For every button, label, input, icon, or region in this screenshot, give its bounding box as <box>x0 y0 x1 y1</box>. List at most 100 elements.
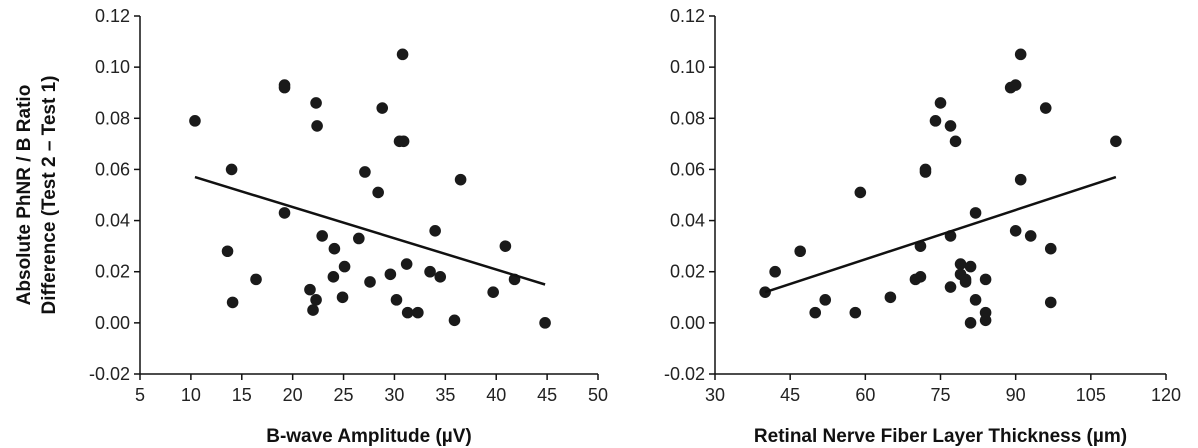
left-data-point <box>225 163 238 176</box>
right-data-point <box>979 273 992 286</box>
right-y-tick-label: 0.10 <box>670 57 705 77</box>
left-data-point <box>390 294 403 306</box>
right-x-tick-label: 30 <box>705 385 725 405</box>
left-x-tick-label: 50 <box>588 385 608 405</box>
right-x-tick-label: 75 <box>930 385 950 405</box>
left-data-point <box>499 240 512 252</box>
left-y-tick-label: 0.12 <box>95 6 130 26</box>
right-data-point <box>1014 48 1027 61</box>
right-y-tick-label: 0.12 <box>670 6 705 26</box>
right-data-point <box>1009 79 1022 91</box>
left-data-point <box>278 207 291 219</box>
right-x-tick-label: 90 <box>1006 385 1026 405</box>
right-data-point <box>954 258 967 270</box>
right-data-point <box>1110 135 1122 148</box>
left-data-point <box>226 296 239 309</box>
right-data-point <box>1014 173 1027 186</box>
right-data-point <box>969 294 982 306</box>
left-data-point <box>311 120 323 132</box>
left-y-tick-label: -0.02 <box>89 364 130 384</box>
left-x-tick-label: 10 <box>181 385 201 405</box>
left-y-tick-label: 0.10 <box>95 57 130 77</box>
right-data-point <box>1044 296 1057 309</box>
left-x-tick-label: 25 <box>334 385 354 405</box>
right-y-tick-label: 0.00 <box>670 313 705 333</box>
left-data-point <box>328 242 341 255</box>
right-y-tick-label: -0.02 <box>664 364 705 384</box>
right-data-point <box>769 265 781 278</box>
left-data-point <box>189 115 201 127</box>
left-data-point <box>310 294 322 306</box>
left-data-point <box>307 304 319 316</box>
left-trendline-group <box>194 175 546 286</box>
left-data-point <box>316 230 328 242</box>
left-y-axis-title-line1: Absolute PhNR / B Ratio <box>14 85 35 306</box>
right-trendline <box>764 175 1117 294</box>
right-x-tick-label: 45 <box>780 385 800 405</box>
right-data-point <box>929 115 942 127</box>
left-data-point <box>539 317 551 329</box>
left-data-point <box>353 232 365 245</box>
right-data-point <box>794 245 806 258</box>
right-data-point <box>949 135 962 148</box>
left-data-point <box>278 81 291 94</box>
right-x-tick-label: 105 <box>1076 385 1106 405</box>
right-data-point <box>964 260 977 273</box>
right-trendline-group <box>764 175 1117 294</box>
right-y-tick-label: 0.04 <box>670 211 705 231</box>
right-data-point <box>759 286 771 298</box>
left-data-point <box>429 225 441 237</box>
left-points <box>189 48 551 329</box>
left-y-axis-title-line2: Difference (Test 2 – Test 1) <box>39 76 60 315</box>
right-chart-panel: 30 45 60 75 90 105 120 -0.02 0.00 0.02 0.04 0.06 0.… <box>664 6 1181 447</box>
left-data-point <box>384 268 397 281</box>
right-data-point <box>944 120 957 132</box>
right-x-axis-title: Retinal Nerve Fiber Layer Thickness (µm) <box>754 426 1127 447</box>
right-data-point <box>849 306 862 319</box>
left-y-tick-label: 0.06 <box>95 159 130 179</box>
left-data-point <box>400 258 413 270</box>
left-data-point <box>424 265 436 278</box>
left-data-point <box>412 306 424 319</box>
left-data-point <box>487 286 499 298</box>
left-data-point <box>448 314 461 327</box>
left-trendline <box>194 175 546 286</box>
left-data-point <box>434 271 447 283</box>
right-y-ticks: -0.02 0.00 0.02 0.04 0.06 0.08 0.10 0.12 <box>664 6 715 384</box>
left-data-point <box>396 48 409 61</box>
right-y-tick-label: 0.06 <box>670 159 705 179</box>
left-x-ticks: 5 10 15 20 25 30 35 40 45 50 <box>135 374 608 405</box>
left-chart-panel: 5 10 15 20 25 30 35 40 45 50 -0.02 0.00 0.02 0.04 0.0… <box>14 6 608 447</box>
left-x-tick-label: 5 <box>135 385 145 405</box>
right-data-point <box>1024 230 1037 242</box>
left-data-point <box>397 135 410 148</box>
right-data-point <box>1039 102 1052 114</box>
left-x-tick-label: 20 <box>283 385 303 405</box>
left-x-tick-label: 40 <box>486 385 506 405</box>
right-y-tick-label: 0.02 <box>670 262 705 282</box>
left-data-point <box>401 306 414 319</box>
left-y-tick-label: 0.00 <box>95 313 130 333</box>
right-data-point <box>919 166 932 178</box>
right-data-point <box>979 314 992 327</box>
right-data-point <box>884 291 897 304</box>
right-data-point <box>964 317 977 329</box>
left-x-tick-label: 15 <box>232 385 252 405</box>
right-x-tick-label: 120 <box>1151 385 1181 405</box>
left-x-axis-title: B-wave Amplitude (µV) <box>266 426 472 447</box>
left-data-point <box>250 273 262 286</box>
right-y-tick-label: 0.08 <box>670 108 705 128</box>
left-data-point <box>338 260 351 273</box>
right-data-point <box>969 207 982 219</box>
left-data-point <box>359 166 371 178</box>
right-x-ticks: 30 45 60 75 90 105 120 <box>705 374 1181 405</box>
left-axes <box>139 16 598 375</box>
left-data-point <box>304 283 316 296</box>
left-data-point <box>454 173 467 186</box>
right-points <box>759 48 1122 329</box>
right-data-point <box>1009 225 1022 237</box>
right-axes <box>714 16 1166 375</box>
left-data-point <box>327 271 340 283</box>
left-data-point <box>372 186 384 199</box>
